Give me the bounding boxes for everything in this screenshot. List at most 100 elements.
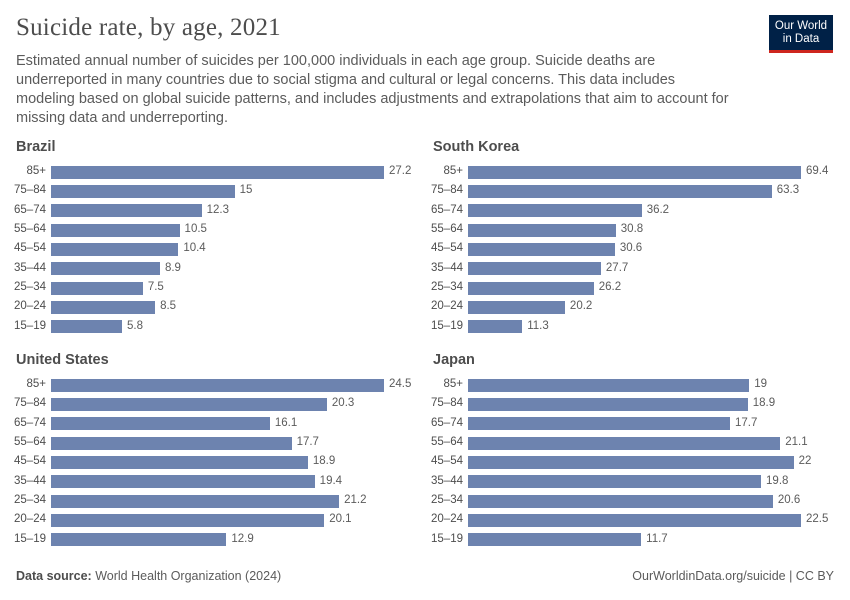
category-label: 45–54 [14,455,46,468]
value-label: 27.2 [389,165,412,177]
value-label: 19.4 [319,474,343,487]
bar[interactable] [51,184,235,198]
bar[interactable] [468,533,642,547]
value-label: 17.7 [296,436,319,449]
bar[interactable] [51,513,325,527]
value-label: 26.2 [598,281,622,294]
bar[interactable] [468,494,773,508]
chart-title: Suicide rate, by age, 2021 [16,14,281,41]
bar[interactable] [51,300,156,314]
owid-logo[interactable]: Our World in Data [769,15,833,53]
source-text[interactable]: World Health Organization (2024) [95,569,282,583]
category-label: 20–24 [14,513,46,526]
bar[interactable] [468,262,601,276]
value-label: 5.8 [127,319,143,332]
value-label: 10.5 [184,223,207,236]
category-label: 15–19 [431,319,463,332]
category-label: 15–19 [14,319,46,332]
value-label: 18.9 [312,455,336,468]
bar[interactable] [51,533,227,547]
category-label: 65–74 [14,416,46,429]
bar[interactable] [51,455,308,469]
category-label: 75–84 [431,184,463,197]
bar[interactable] [51,436,292,450]
panel-title: Japan [433,352,475,368]
category-label: 25–34 [14,281,46,294]
value-label: 22 [798,455,812,468]
value-label: 8.5 [160,300,177,313]
bar[interactable] [468,300,565,314]
bar[interactable] [468,223,616,237]
category-label: 25–34 [14,494,46,507]
bar[interactable] [468,165,801,179]
logo-line1: Our World [774,20,828,32]
value-label: 19 [754,378,767,390]
category-label: 35–44 [14,261,46,274]
value-label: 24.5 [389,378,412,390]
value-label: 11.3 [527,319,549,332]
bar[interactable] [51,320,122,334]
source-label: Data source: [16,569,92,583]
category-label: 45–54 [14,242,46,255]
value-label: 20.1 [329,513,352,526]
bar[interactable] [51,242,179,256]
chart-subtitle: Estimated annual number of suicides per … [16,53,729,126]
bar[interactable] [51,223,180,237]
category-label: 45–54 [431,242,463,255]
category-label: 45–54 [431,455,463,468]
bar[interactable] [468,320,523,334]
value-label: 18.9 [752,397,776,410]
bar[interactable] [468,513,801,527]
category-label: 35–44 [431,261,463,274]
bar[interactable] [51,281,143,295]
category-label: 15–19 [431,532,463,545]
panel-title: United States [16,352,109,368]
category-label: 75–84 [14,397,46,410]
bar[interactable] [468,378,750,392]
category-label: 85+ [443,165,463,177]
bar[interactable] [468,281,594,295]
category-label: 25–34 [431,281,463,294]
value-label: 15 [239,184,253,197]
value-label: 63.3 [776,184,800,197]
category-label: 75–84 [431,397,463,410]
bar[interactable] [51,262,160,276]
value-label: 7.5 [147,281,164,294]
value-label: 22.5 [806,513,829,526]
category-label: 55–64 [431,223,463,236]
category-label: 85+ [26,378,46,390]
bar[interactable] [51,165,384,179]
bar[interactable] [51,204,202,218]
value-label: 19.8 [766,474,789,487]
bar[interactable] [468,475,762,489]
bar[interactable] [51,378,384,392]
category-label: 55–64 [14,223,46,236]
value-label: 21.1 [785,436,808,449]
bar[interactable] [468,417,730,431]
value-label: 30.6 [619,242,643,255]
footer-url[interactable]: OurWorldinData.org/suicide | CC BY [632,569,834,583]
value-label: 10.4 [183,242,206,255]
category-label: 35–44 [14,474,46,487]
bar[interactable] [468,184,772,198]
bar[interactable] [51,417,270,431]
category-label: 65–74 [431,203,463,216]
value-label: 12.3 [206,203,229,216]
value-label: 20.6 [777,494,801,507]
bar[interactable] [468,204,642,218]
category-label: 85+ [26,165,46,177]
bar[interactable] [468,242,615,256]
bar[interactable] [468,397,748,411]
bar[interactable] [51,475,315,489]
bar[interactable] [468,436,781,450]
category-label: 75–84 [14,184,46,197]
category-label: 55–64 [431,436,463,449]
category-label: 20–24 [431,513,463,526]
category-label: 85+ [443,378,463,390]
category-label: 15–19 [14,532,46,545]
value-label: 21.2 [344,494,367,507]
bar[interactable] [51,494,340,508]
bar[interactable] [468,455,794,469]
bar[interactable] [51,397,327,411]
